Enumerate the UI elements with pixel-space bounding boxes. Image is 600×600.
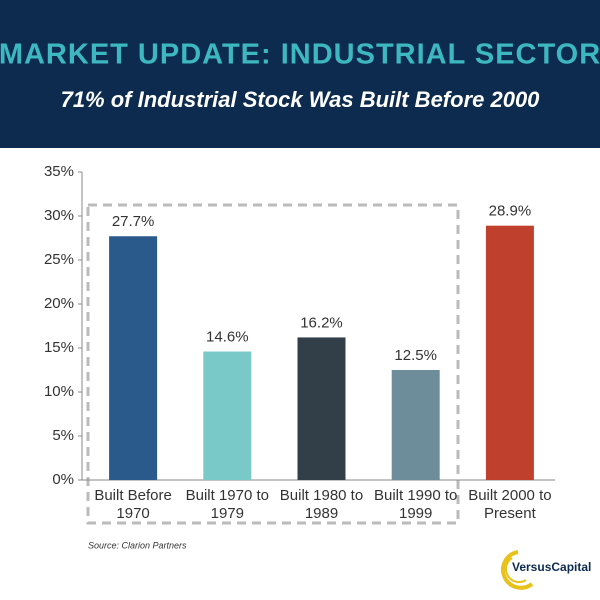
x-tick-label: Built 1970 to (186, 487, 269, 504)
header-title: MARKET UPDATE: INDUSTRIAL SECTOR (0, 39, 600, 71)
value-label: 14.6% (206, 328, 249, 345)
y-tick-label: 20% (44, 295, 74, 312)
header-band (0, 0, 600, 148)
x-tick-label: Present (484, 505, 537, 522)
bar (391, 370, 440, 480)
bar (297, 337, 346, 480)
x-tick-label: Built 1980 to (280, 487, 363, 504)
value-label: 28.9% (489, 203, 532, 220)
value-label: 12.5% (394, 347, 437, 364)
y-tick-label: 25% (44, 251, 74, 268)
x-tick-label: 1970 (116, 505, 149, 522)
x-tick-label: 1979 (211, 505, 244, 522)
value-label: 16.2% (300, 314, 343, 331)
y-tick-label: 0% (52, 471, 74, 488)
y-tick-label: 30% (44, 207, 74, 224)
logo: VersusCapital (501, 550, 591, 590)
x-tick-label: Built 1990 to (374, 487, 457, 504)
bar (203, 351, 252, 480)
logo-text: VersusCapital (512, 560, 591, 574)
logo-mark (505, 557, 527, 583)
y-tick-label: 5% (52, 427, 74, 444)
bar (485, 225, 534, 480)
x-tick-label: Built Before (94, 487, 172, 504)
value-label: 27.7% (112, 213, 155, 230)
y-tick-label: 35% (44, 163, 74, 180)
y-tick-label: 15% (44, 339, 74, 356)
x-tick-label: 1989 (305, 505, 338, 522)
bar (109, 236, 158, 480)
logo-mark (501, 550, 534, 590)
source: Source: Clarion Partners (88, 540, 187, 550)
header-subtitle: 71% of Industrial Stock Was Built Before… (61, 87, 541, 112)
y-tick-label: 10% (44, 383, 74, 400)
highlight-box (86, 203, 460, 525)
x-tick-label: 1999 (399, 505, 432, 522)
x-tick-label: Built 2000 to (468, 487, 551, 504)
